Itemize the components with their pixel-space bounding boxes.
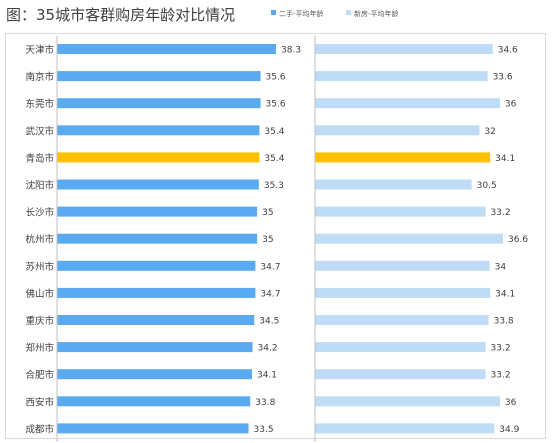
data-label-new-house: 34.6: [498, 46, 518, 56]
data-label-new-house: 34.9: [499, 425, 519, 435]
category-label: 天津市: [25, 44, 54, 56]
bar-new-house: [315, 369, 486, 380]
data-label-second-hand: 38.3: [281, 46, 301, 56]
data-label-second-hand: 34.7: [260, 262, 280, 272]
bar-new-house: [315, 206, 486, 217]
bar-new-house: [315, 44, 493, 54]
data-label-second-hand: 35.6: [266, 73, 286, 83]
bar-new-house: [315, 396, 500, 407]
bar-new-house: [315, 179, 472, 190]
chart-title: 图：35城市客群购房年龄对比情况: [6, 6, 236, 24]
bar-second-hand: [57, 71, 261, 82]
data-label-new-house: 36: [505, 100, 517, 110]
bar-new-house: [315, 152, 491, 163]
data-label-second-hand: 35.3: [264, 181, 284, 191]
data-label-second-hand: 35: [262, 235, 273, 245]
legend-swatch-second-hand: [271, 10, 276, 15]
category-label: 郑州市: [25, 342, 54, 354]
data-label-second-hand: 34.5: [259, 317, 279, 327]
bar-second-hand: [57, 98, 261, 109]
legend-item-new-house: 新房-平均年龄: [346, 9, 399, 19]
category-label: 佛山市: [25, 288, 54, 300]
bar-new-house: [315, 260, 490, 271]
category-label: 杭州市: [25, 234, 54, 246]
data-label-new-house: 36.6: [508, 235, 528, 245]
data-label-second-hand: 35: [262, 208, 273, 218]
data-label-new-house: 34.1: [495, 154, 515, 164]
category-label: 成都市: [25, 423, 54, 435]
bar-second-hand: [57, 179, 259, 190]
bar-new-house: [315, 71, 488, 82]
category-label: 长沙市: [25, 207, 54, 219]
bar-second-hand: [57, 260, 256, 271]
category-label: 南京市: [25, 71, 54, 83]
category-label: 重庆市: [25, 315, 54, 327]
data-label-new-house: 33.6: [493, 73, 513, 83]
data-label-new-house: 36: [505, 398, 517, 408]
bar-second-hand: [57, 423, 249, 434]
data-label-new-house: 33.2: [491, 344, 511, 354]
category-label: 合肥市: [25, 369, 54, 381]
data-label-second-hand: 33.8: [255, 398, 275, 408]
data-label-new-house: 33.2: [491, 208, 511, 218]
data-label-new-house: 34.1: [495, 289, 515, 299]
category-label: 东莞市: [25, 98, 54, 110]
data-label-second-hand: 34.7: [260, 289, 280, 299]
bar-new-house: [315, 98, 500, 109]
bar-second-hand: [57, 233, 258, 244]
bar-second-hand: [57, 369, 252, 380]
category-label: 西安市: [25, 396, 54, 408]
data-label-new-house: 33.8: [494, 317, 514, 327]
category-label: 武汉市: [25, 125, 54, 137]
data-label-new-house: 34: [495, 262, 507, 272]
legend-label-new-house: 新房-平均年龄: [354, 10, 399, 18]
data-label-second-hand: 33.5: [254, 425, 274, 435]
legend-swatch-new-house: [346, 10, 351, 15]
data-label-new-house: 32: [484, 127, 495, 137]
bar-new-house: [315, 342, 486, 353]
data-label-new-house: 33.2: [491, 371, 511, 381]
bar-second-hand: [57, 287, 256, 298]
bar-new-house: [315, 233, 503, 244]
bar-second-hand: [57, 152, 260, 163]
data-label-second-hand: 34.2: [258, 344, 278, 354]
bar-second-hand: [57, 315, 255, 325]
bar-second-hand: [57, 125, 260, 136]
category-label: 沈阳市: [25, 180, 54, 192]
data-label-second-hand: 35.4: [264, 154, 284, 164]
bar-second-hand: [57, 44, 276, 54]
data-label-second-hand: 35.6: [266, 100, 286, 110]
bar-second-hand: [57, 342, 253, 353]
bar-second-hand: [57, 396, 251, 407]
category-label: 苏州市: [25, 261, 54, 273]
plot-frame: [5, 33, 546, 439]
bar-second-hand: [57, 206, 258, 217]
legend-item-second-hand: 二手-平均年龄: [271, 9, 324, 19]
bar-new-house: [315, 125, 480, 136]
legend-label-second-hand: 二手-平均年龄: [279, 10, 324, 18]
bar-new-house: [315, 423, 495, 434]
data-label-second-hand: 35.4: [264, 127, 284, 137]
data-label-new-house: 30.5: [477, 181, 497, 191]
category-label: 青岛市: [25, 152, 54, 164]
bar-new-house: [315, 287, 491, 298]
bar-new-house: [315, 315, 489, 325]
data-label-second-hand: 34.1: [257, 371, 277, 381]
